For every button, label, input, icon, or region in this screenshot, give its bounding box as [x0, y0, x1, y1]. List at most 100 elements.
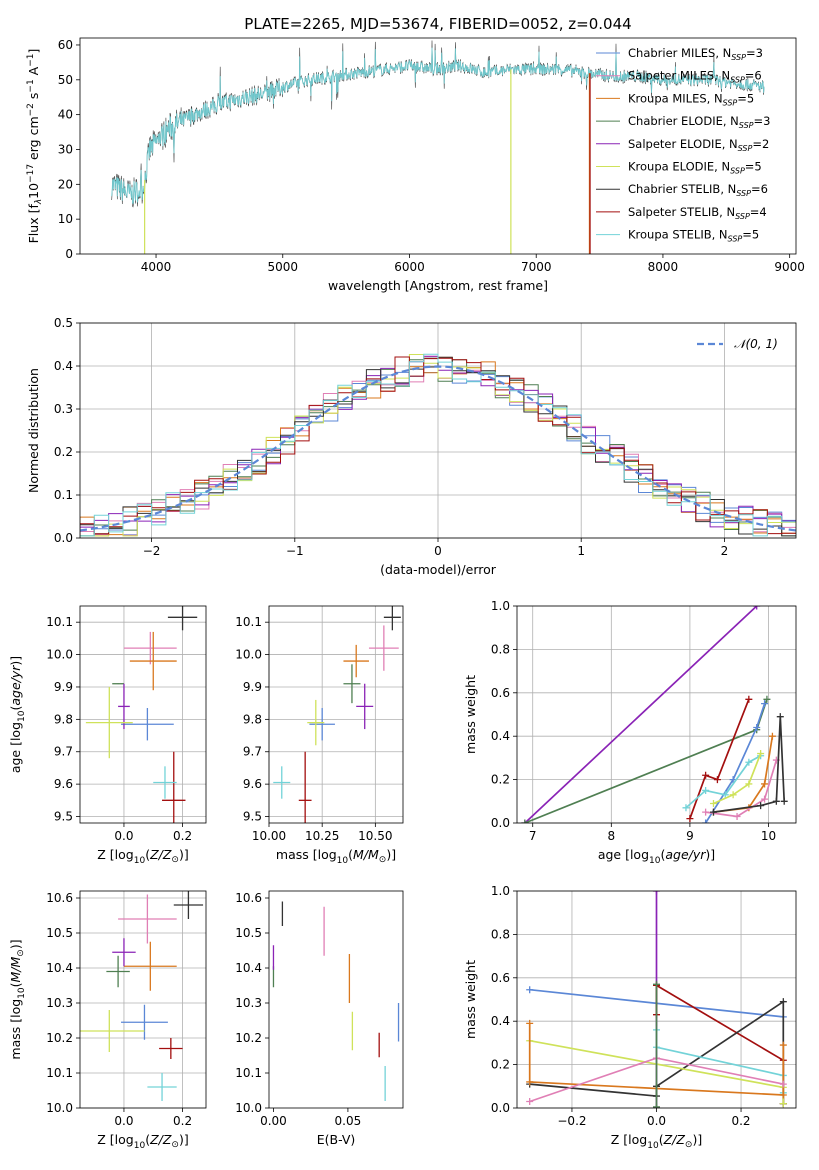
panel-mass-vs-Z: 0.0 0.2 10.0 10.1 10.2 10.3 10.4 10.5 10.6 Z [log…	[8, 890, 207, 1151]
plot-area	[526, 891, 787, 1108]
x-tick-label: −1	[286, 544, 304, 558]
panel-spectrum: 4000 5000 6000 7000 8000 9000 0 10 20 30 40 50 60 wav…	[26, 37, 805, 293]
x-tick-label: 0.0	[114, 829, 133, 843]
series-marker	[761, 780, 769, 788]
series-chabrier-elodie	[653, 980, 660, 1108]
series-marker	[686, 815, 694, 823]
panel-mass-vs-EBV: 0.00 0.05 10.0 10.1 10.2 10.3 10.4 10.5 10.6 E(B-…	[235, 890, 404, 1147]
data-point-kroupa-stelib	[273, 766, 291, 799]
series-marker	[702, 808, 710, 816]
series-chabrier-miles	[702, 700, 769, 823]
legend-label: Chabrier ELODIE, NSSP=3	[628, 114, 770, 130]
panel-massweight-vs-Z: −0.2 0.0 0.2 0.0 0.2 0.4 0.6 0.8 1.0 Z [log10(Z/Z…	[463, 884, 797, 1151]
y-tick-label: 0.2	[54, 445, 73, 459]
axes-frame	[79, 37, 797, 255]
series-marker	[753, 606, 761, 610]
y-tick-label: 40	[58, 108, 73, 122]
data-point-chabrier-stelib	[383, 606, 401, 631]
series-marker	[745, 695, 753, 703]
series-marker	[526, 1097, 534, 1105]
y-tick-label: 10.0	[46, 1101, 73, 1115]
y-tick-label: 10	[58, 212, 73, 226]
x-tick-label: 0.0	[114, 1114, 133, 1128]
data-point-salpeter-stelib	[162, 751, 186, 823]
y-tick-label: 0.0	[491, 1101, 510, 1115]
series-marker	[526, 1078, 534, 1086]
series-marker	[779, 998, 787, 1006]
x-tick-label: −2	[143, 544, 161, 558]
y-tick-label: 10.0	[46, 648, 73, 662]
y-tick-label: 0.0	[491, 816, 510, 830]
data-point-salpeter-miles	[118, 894, 177, 944]
y-axis-label: Normed distribution	[26, 368, 41, 493]
series-marker	[779, 1080, 787, 1088]
y-tick-label: 10.6	[46, 891, 73, 905]
x-axis-label: Z [log10(Z/Z⊙)]	[97, 847, 188, 866]
series-marker	[779, 1100, 787, 1108]
y-tick-label: 0.1	[54, 488, 73, 502]
data-point-kroupa-elodie	[307, 699, 325, 746]
axes-frame	[79, 890, 207, 1109]
data-point-kroupa-elodie	[80, 1010, 145, 1052]
plot-area	[273, 606, 401, 823]
x-tick-label: 0	[434, 544, 442, 558]
series-marker	[702, 786, 710, 794]
y-tick-label: 10.1	[235, 1066, 262, 1080]
data-point-salpeter-stelib	[298, 751, 312, 823]
series-marker	[753, 724, 761, 732]
series-marker	[757, 750, 765, 758]
y-tick-label: 0.4	[491, 1014, 510, 1028]
x-tick-label: 4000	[141, 260, 172, 274]
data-point-kroupa-elodie	[85, 686, 133, 759]
x-tick-label: 0.05	[335, 1114, 362, 1128]
series-marker	[776, 713, 784, 721]
plot-area	[80, 353, 796, 538]
data-point-chabrier-elodie	[343, 664, 361, 704]
y-tick-label: 9.8	[54, 712, 73, 726]
y-tick-label: 0	[65, 247, 73, 261]
series-marker	[713, 776, 721, 784]
legend-label: Kroupa STELIB, NSSP=5	[628, 228, 759, 244]
y-tick-label: 10.1	[235, 615, 262, 629]
histogram-step-kroupa-elodie	[80, 354, 796, 538]
plot-area	[272, 901, 400, 1101]
x-axis-label: (data-model)/error	[380, 562, 497, 577]
y-tick-label: 9.6	[243, 777, 262, 791]
legend-label: Salpeter ELODIE, NSSP=2	[628, 137, 769, 153]
series-marker	[702, 819, 710, 823]
y-tick-label: 0.6	[491, 971, 510, 985]
y-tick-label: 0.4	[491, 729, 510, 743]
y-tick-label: 30	[58, 142, 73, 156]
series-marker	[709, 799, 717, 807]
series-marker	[761, 700, 769, 708]
series-chabrier-stelib	[709, 713, 788, 816]
y-tick-label: 1.0	[491, 599, 510, 613]
y-tick-label: 0.6	[491, 686, 510, 700]
x-tick-label: 7	[529, 829, 537, 843]
histogram-step-kroupa-stelib	[80, 353, 796, 538]
x-tick-label: 10.50	[358, 829, 392, 843]
data-point-kroupa-stelib	[147, 1073, 177, 1101]
series-line	[524, 699, 768, 823]
y-axis-label: age [log10(age/yr)]	[8, 656, 27, 773]
series-marker	[772, 797, 780, 805]
y-tick-label: 9.9	[54, 680, 73, 694]
data-point-chabrier-miles	[309, 708, 335, 741]
x-tick-label: 10	[761, 829, 776, 843]
y-tick-label: 10.5	[235, 926, 262, 940]
y-tick-label: 9.6	[54, 777, 73, 791]
y-axis-label: mass [log10(M/M⊙)]	[8, 939, 27, 1059]
y-tick-label: 20	[58, 177, 73, 191]
x-tick-label: 1	[577, 544, 585, 558]
data-point-chabrier-stelib	[173, 891, 204, 919]
x-tick-label: 7000	[521, 260, 552, 274]
y-tick-label: 0.2	[491, 1058, 510, 1072]
x-tick-label: 10.00	[252, 829, 286, 843]
x-tick-label: 10.25	[305, 829, 339, 843]
data-point-chabrier-miles	[121, 708, 174, 741]
data-point-kroupa-miles	[129, 631, 177, 691]
series-marker	[702, 771, 710, 779]
series-marker	[526, 986, 534, 994]
y-tick-label: 50	[58, 73, 73, 87]
